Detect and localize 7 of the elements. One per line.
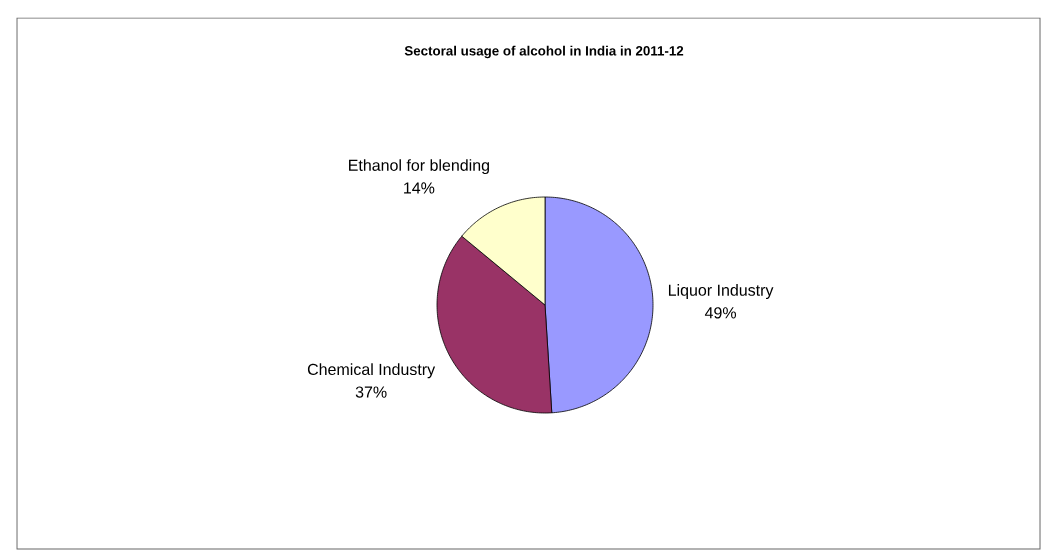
chart-title: Sectoral usage of alcohol in India in 2011-12 xyxy=(404,45,684,59)
slice-label: Liquor Industry xyxy=(668,284,774,300)
slice-label: Chemical Industry xyxy=(307,363,436,379)
data-label: 14% xyxy=(404,182,435,194)
data-label: 37% xyxy=(355,386,387,398)
data-label: 49% xyxy=(704,307,737,319)
slice-label: Ethanol for blending xyxy=(349,159,489,175)
